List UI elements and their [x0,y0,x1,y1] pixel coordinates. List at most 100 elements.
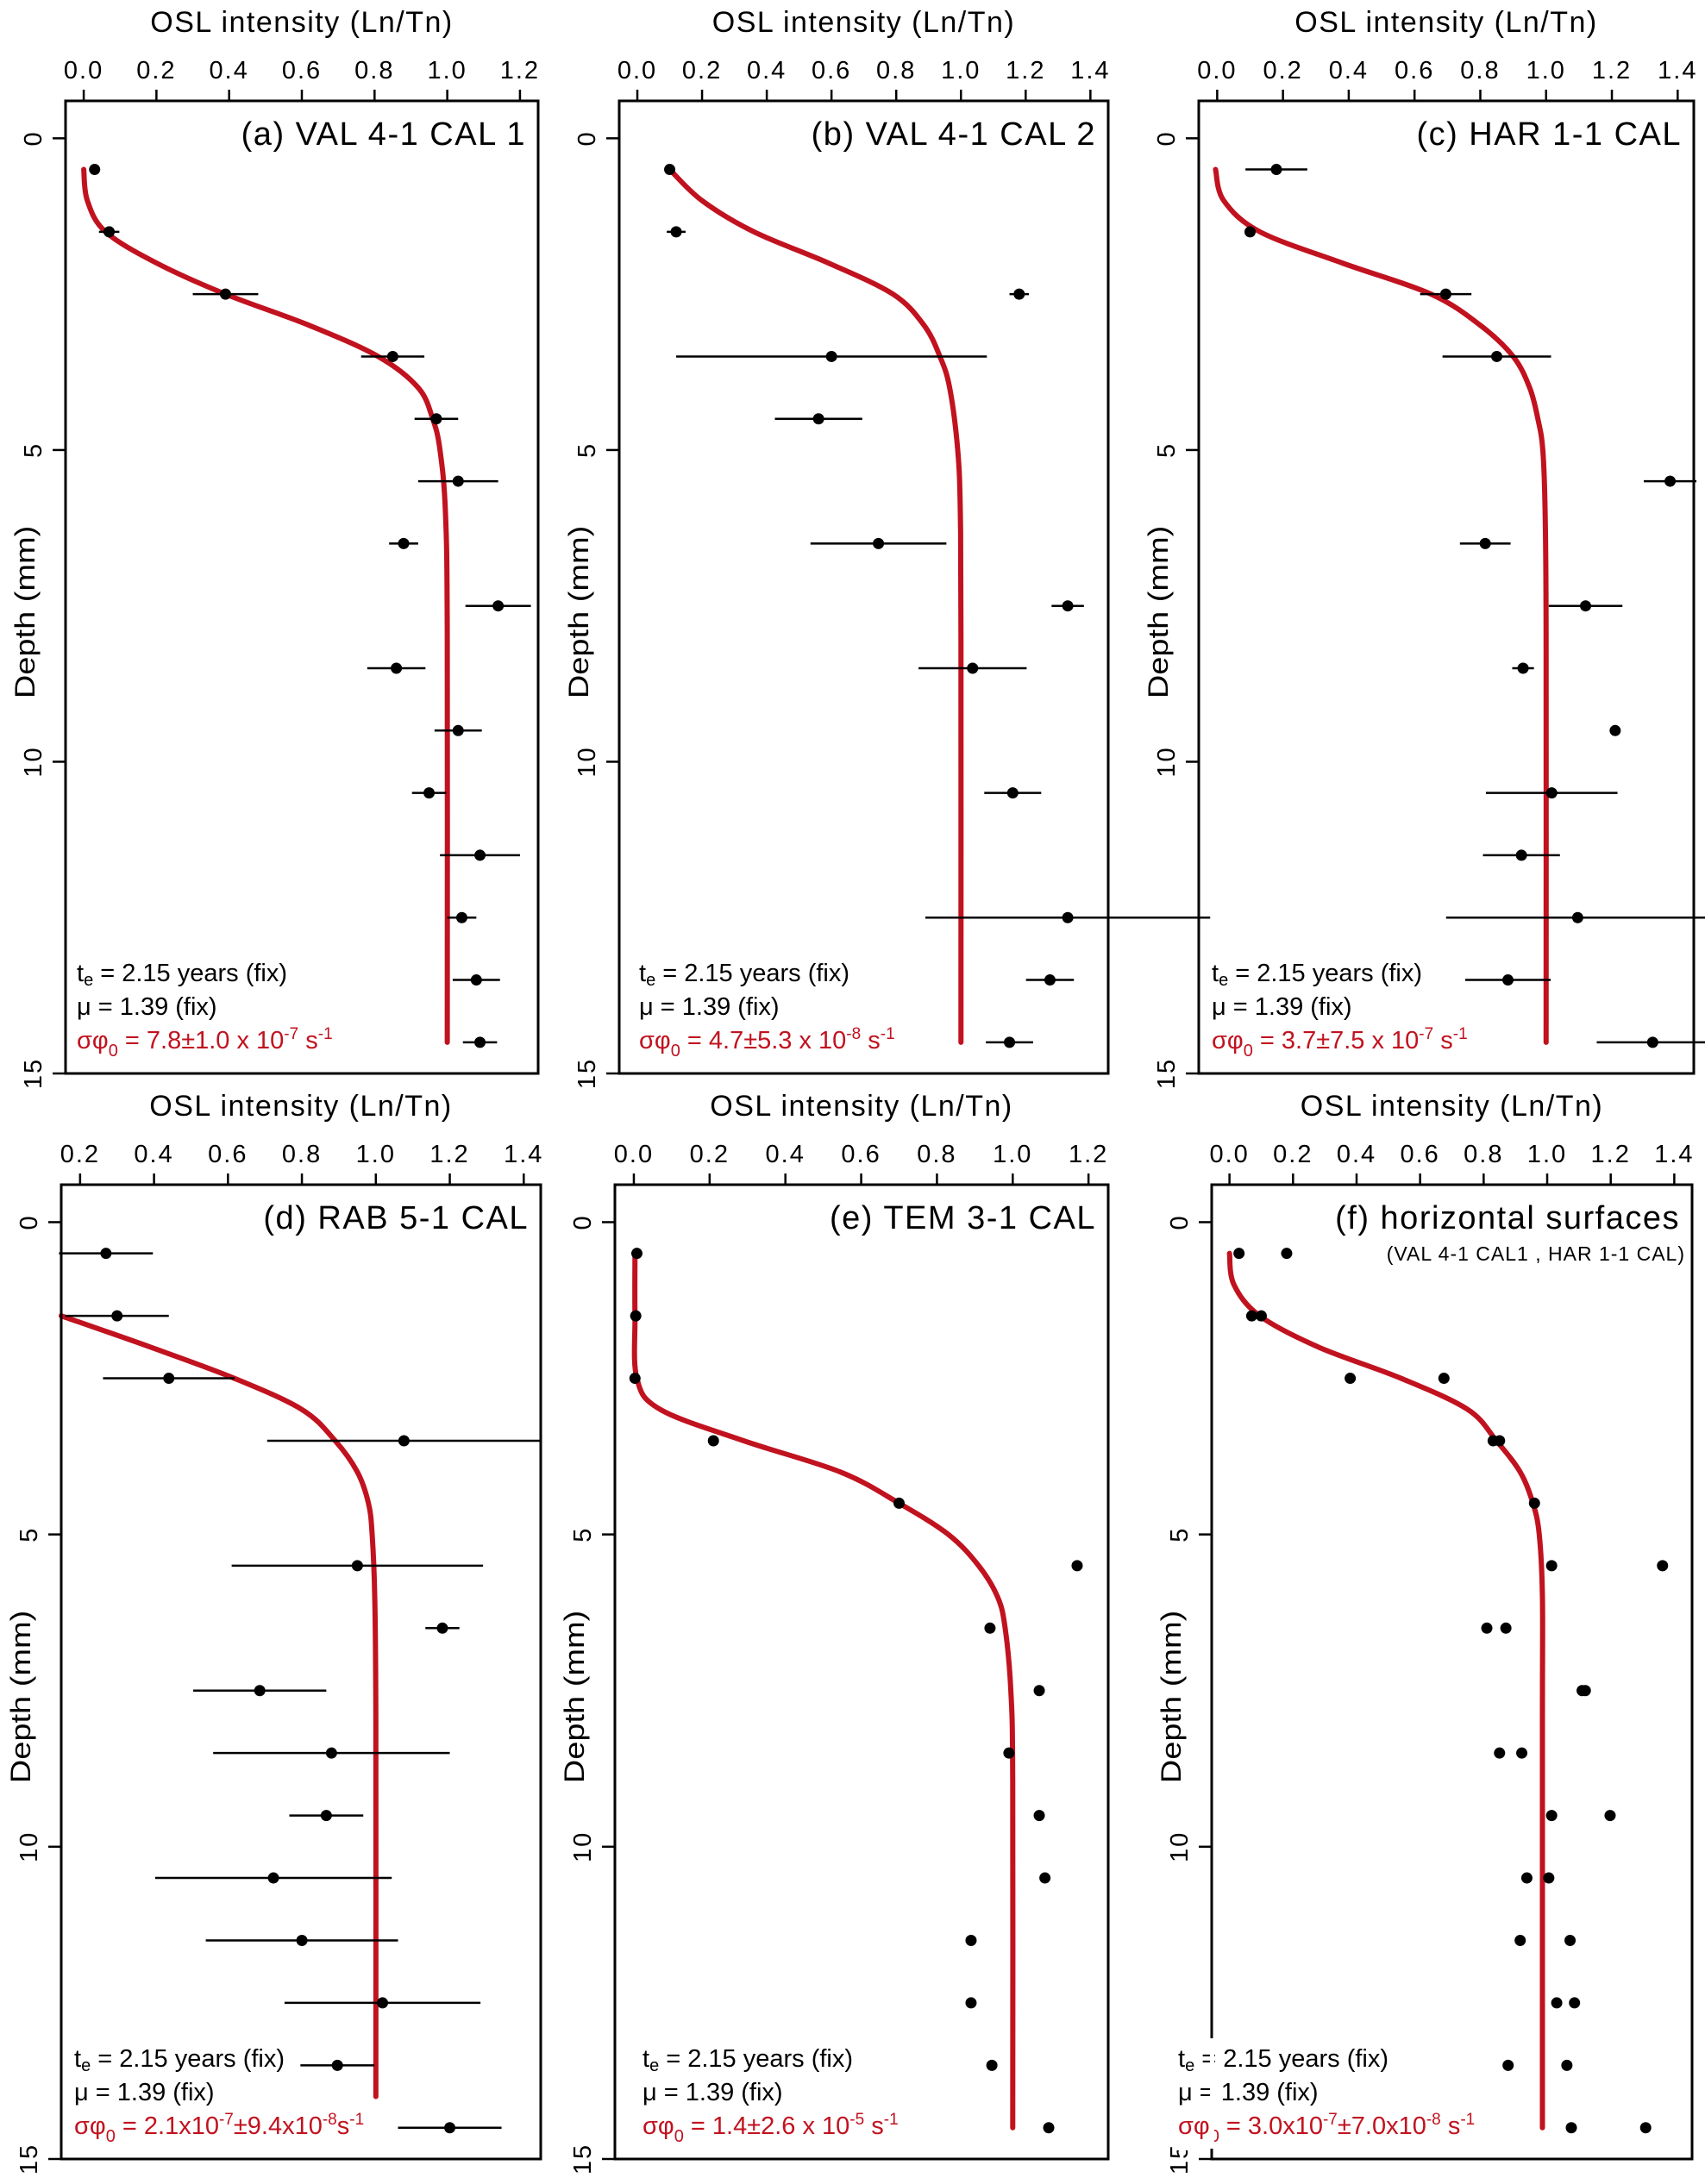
data-point [1565,2122,1577,2134]
data-point [893,1497,905,1509]
data-point [267,1872,279,1884]
x-tick-label: 0.8 [917,1141,956,1168]
te-value: = 2.15 years (fix) [1194,2045,1388,2073]
panel-d: 0.2 0.4 0.6 0.8 1.0 1.2 1.4 OSL intensity (Ln/T… [6,1090,542,2175]
panel-title: (d) RAB 5-1 CAL [263,1200,529,1236]
mu-annotation: μ = 1.39 (fix) [639,993,780,1021]
data-point [325,1747,337,1759]
data-point [1664,475,1677,487]
y-tick-label: 15 [569,2143,597,2175]
data-point [103,226,116,238]
fit-curve [59,1313,379,2100]
x-tick-label: 1.0 [941,57,981,84]
x-tick-label: 0.0 [1209,1141,1249,1168]
mu-annotation: μ = 1.39 (fix) [643,2079,783,2106]
sigma-text: = 7.8±1.0 x 10 [118,1027,284,1054]
annotation-background [1175,2038,1442,2150]
x-tick-label: 0.6 [1395,57,1434,84]
panel-a: 0.0 0.2 0.4 0.6 0.8 1.0 1.2 OSL intensity (Ln/T… [10,6,540,1089]
data-point [1439,288,1451,300]
te-subscript: e [649,2056,659,2075]
data-point [1571,911,1583,923]
data-point [1438,1373,1450,1385]
data-point [430,413,442,425]
x-tick-label: 0.2 [136,57,176,84]
te-annotation: te = 2.15 years (fix) [1212,960,1422,990]
x-tick-label: 0.2 [60,1141,100,1168]
sigma-superscript: -1 [1453,1025,1468,1043]
y-tick-label: 10 [1166,1831,1194,1862]
data-point [1604,1810,1616,1822]
data-point [1255,1310,1267,1322]
x-tick-label: 1.0 [356,1141,396,1168]
panel-subtitle: (VAL 4-1 CAL1 , HAR 1-1 CAL) [1387,1242,1685,1265]
data-point [1281,1248,1293,1260]
data-point [1545,1810,1558,1822]
x-tick-label: 0.2 [682,57,722,84]
data-point [1545,1560,1558,1572]
data-point [1071,1560,1083,1572]
data-point [455,911,467,923]
y-tick-label: 15 [1153,1058,1181,1089]
sigma-text: = 2.1x10 [116,2112,219,2140]
sigma-text: s [1441,2112,1461,2140]
x-tick-label: 0.0 [1197,57,1237,84]
data-point [1639,2122,1652,2134]
data-point [1044,974,1056,986]
sigma-superscript: -1 [1460,2111,1475,2129]
data-point [1514,1934,1526,1946]
x-tick-label: 0.8 [354,57,394,84]
data-point [630,1248,643,1260]
sigma-text: = 4.7±5.3 x 10 [680,1027,846,1054]
y-tick-label: 10 [1153,746,1181,777]
data-point [1528,1497,1540,1509]
data-point [664,164,676,176]
y-tick-label: 5 [574,442,601,458]
sigma-subscript: 0 [674,2127,684,2146]
sigma-superscript: -8 [846,1025,861,1043]
data-point [296,1934,308,1946]
y-tick-label: 10 [20,746,47,777]
data-point [1520,1872,1533,1884]
x-tick-label: 0.0 [617,57,657,84]
y-tick-label: 15 [16,2143,43,2175]
fit-curve [81,166,450,1045]
x-tick-label: 0.6 [208,1141,248,1168]
sigma-text: σφ [74,2112,106,2140]
sigma-superscript: -8 [323,2111,337,2129]
data-point [331,2059,343,2071]
sigma-text: σφ [1212,1027,1244,1054]
y-tick-label: 10 [16,1831,43,1862]
te-value: = 2.15 years (fix) [1228,960,1422,987]
sigma-text: s [864,2112,884,2140]
data-point [630,1310,642,1322]
x-tick-label: 1.2 [429,1141,469,1168]
te-subscript: e [81,2056,91,2075]
y-tick-label: 15 [20,1058,47,1089]
x-tick-label: 0.4 [766,1141,805,1168]
data-point [1543,1872,1555,1884]
x-tick-label: 0.8 [282,1141,322,1168]
sigma-phi-annotation: σφ0 = 3.7±7.5 x 10-7 s-1 [1212,1025,1468,1061]
sigma-text: = 3.7±7.5 x 10 [1253,1027,1419,1054]
data-point [1502,974,1514,986]
data-point [1244,226,1256,238]
y-axis-label: Depth (mm) [560,1611,591,1783]
x-tick-label: 0.0 [614,1141,654,1168]
panel-title: (b) VAL 4-1 CAL 2 [812,116,1096,153]
panel-f: 0.0 0.2 0.4 0.6 0.8 1.0 1.2 1.4 OSL intensity (L… [1157,1090,1694,2175]
x-tick-label: 1.0 [427,57,467,84]
y-tick-label: 15 [574,1058,601,1089]
te-value: = 2.15 years (fix) [655,960,849,987]
sigma-phi-annotation: σφ0 = 3.0x10-7±7.0x10-8 s-1 [1178,2111,1475,2146]
te-symbol: t [639,960,646,987]
data-point [1502,2059,1514,2071]
y-axis-label: Depth (mm) [564,526,595,698]
y-tick-label: 5 [569,1527,597,1543]
data-point [1062,600,1074,612]
data-point [1494,1747,1506,1759]
data-point [812,413,824,425]
sigma-text: s [337,2112,350,2140]
data-point [1657,1560,1669,1572]
